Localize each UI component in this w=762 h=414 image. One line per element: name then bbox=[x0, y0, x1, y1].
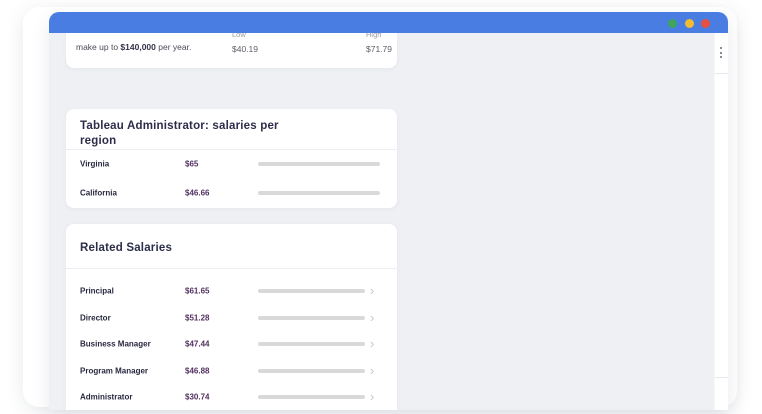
region-label: California bbox=[80, 188, 117, 198]
close-button[interactable] bbox=[701, 18, 710, 28]
window-content: make up to $140,000 per year. Low $40.19… bbox=[49, 33, 728, 410]
window-controls bbox=[668, 18, 710, 28]
related-row-program-manager[interactable]: Program Manager $46.88 › bbox=[66, 358, 397, 385]
chevron-right-icon: › bbox=[370, 309, 375, 325]
region-salaries-card: Tableau Administrator: salaries per regi… bbox=[66, 109, 397, 208]
zoom-button[interactable] bbox=[668, 18, 677, 28]
region-row-california: California $46.66 bbox=[66, 179, 397, 209]
salary-value: $46.66 bbox=[185, 188, 210, 198]
low-salary-stat: Low $40.19 bbox=[232, 33, 292, 54]
related-salaries-card: Related Salaries Principal $61.65 › Dire… bbox=[66, 224, 397, 410]
divider bbox=[66, 149, 397, 150]
salary-value: $30.74 bbox=[185, 392, 210, 402]
salary-summary-text: make up to $140,000 per year. bbox=[76, 42, 192, 52]
related-row-director[interactable]: Director $51.28 › bbox=[66, 305, 397, 332]
salary-bar-track bbox=[258, 191, 380, 196]
low-label: Low bbox=[232, 33, 246, 39]
related-row-principal[interactable]: Principal $61.65 › bbox=[66, 278, 397, 305]
related-card-title: Related Salaries bbox=[80, 242, 173, 254]
region-rows: Virginia $65 California $46.66 bbox=[66, 149, 397, 208]
salary-bar-track bbox=[258, 161, 380, 166]
related-row-business-manager[interactable]: Business Manager $47.44 › bbox=[66, 331, 397, 358]
chevron-right-icon: › bbox=[370, 362, 375, 378]
salary-summary-card: make up to $140,000 per year. Low $40.19… bbox=[66, 33, 397, 68]
page-content: make up to $140,000 per year. Low $40.19… bbox=[66, 33, 397, 410]
kebab-vertical-icon[interactable] bbox=[717, 47, 725, 58]
high-salary-stat: High $71.79 bbox=[366, 33, 397, 54]
chevron-right-icon: › bbox=[370, 389, 375, 405]
job-title-label: Business Manager bbox=[80, 339, 151, 349]
low-value: $40.19 bbox=[232, 44, 258, 54]
related-row-administrator[interactable]: Administrator $30.74 › bbox=[66, 384, 397, 410]
salary-bar-track bbox=[258, 315, 365, 320]
browser-window: make up to $140,000 per year. Low $40.19… bbox=[49, 12, 728, 410]
job-title-label: Principal bbox=[80, 286, 114, 296]
salary-bar-track bbox=[258, 289, 365, 294]
job-title-label: Director bbox=[80, 313, 111, 323]
salary-value: $61.65 bbox=[185, 286, 210, 296]
salary-value: $51.28 bbox=[185, 313, 210, 323]
salary-value: $46.88 bbox=[185, 366, 210, 376]
window-titlebar bbox=[49, 12, 728, 33]
region-card-title: Tableau Administrator: salaries per regi… bbox=[80, 120, 279, 147]
salary-bar-track bbox=[258, 395, 365, 400]
chevron-right-icon: › bbox=[370, 336, 375, 352]
salary-value: $47.44 bbox=[185, 339, 210, 349]
region-row-virginia: Virginia $65 bbox=[66, 149, 397, 179]
scrollbar-divider bbox=[715, 73, 728, 74]
minimize-button[interactable] bbox=[684, 18, 694, 28]
salary-bar-track bbox=[258, 342, 365, 347]
chevron-right-icon: › bbox=[370, 283, 375, 299]
job-title-label: Program Manager bbox=[80, 366, 149, 376]
region-label: Virginia bbox=[80, 159, 110, 169]
scrollbar-divider bbox=[715, 377, 728, 378]
related-rows: Principal $61.65 › Director $51.28 › Bus… bbox=[66, 278, 397, 410]
salary-value: $65 bbox=[185, 159, 199, 169]
high-label: High bbox=[366, 33, 382, 39]
divider bbox=[66, 268, 397, 269]
high-value: $71.79 bbox=[366, 44, 392, 54]
job-title-label: Administrator bbox=[80, 392, 133, 402]
scrollbar[interactable] bbox=[714, 33, 728, 410]
salary-bar-track bbox=[258, 368, 365, 373]
